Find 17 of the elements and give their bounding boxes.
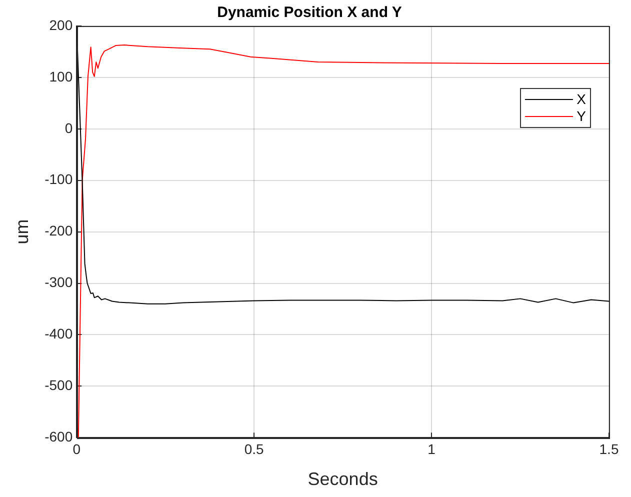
y-axis-title: um [12,219,32,244]
y-tick-label: -600 [44,428,73,444]
y-tick-label: 100 [49,68,73,84]
x-tick-label: 1.5 [599,440,619,457]
y-tick-label: 200 [49,16,73,33]
legend-label: Y [576,108,586,125]
x-tick-label: 0.5 [244,440,264,457]
y-tick-label: -200 [44,222,73,239]
y-tick-label: -300 [44,274,73,290]
y-tick-label: 0 [64,120,73,136]
y-tick-label: -400 [44,326,73,342]
x-tick-label: 1 [428,440,436,457]
legend-label: X [576,91,586,108]
y-tick-label: -500 [44,377,73,394]
y-tick-label: -100 [44,171,73,188]
x-axis-title: Seconds [308,469,378,490]
chart-title: Dynamic Position X and Y [217,4,402,22]
